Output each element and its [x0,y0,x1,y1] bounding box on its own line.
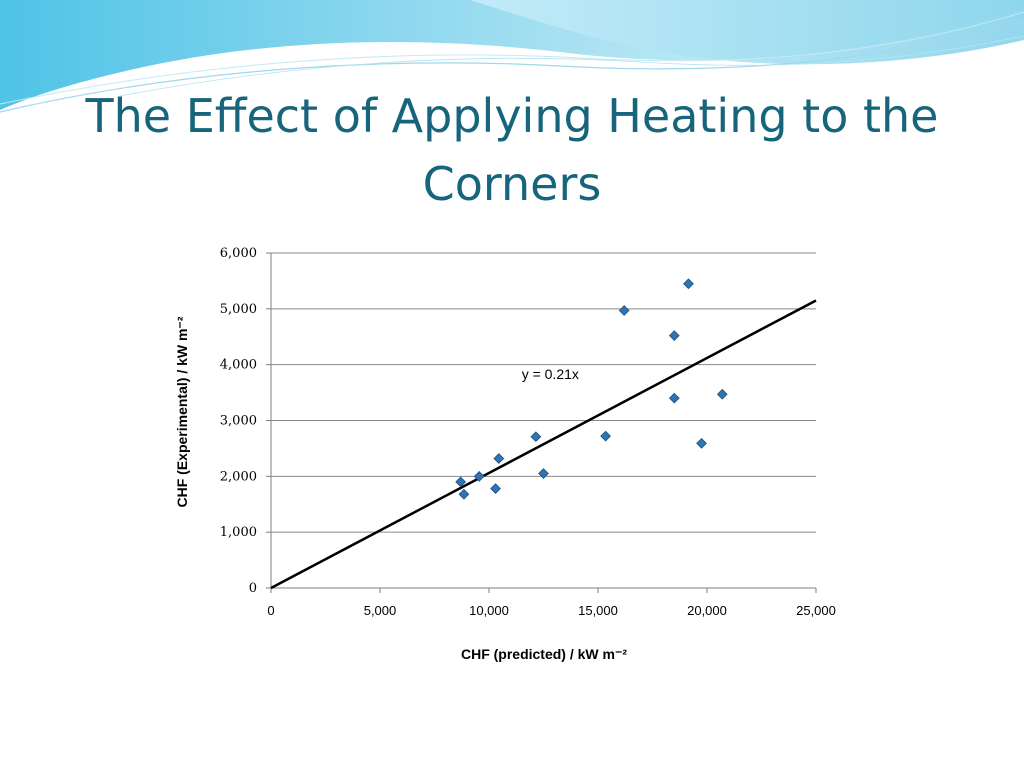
data-point [618,305,630,316]
data-point [696,438,707,449]
x-tick-label: 25,000 [796,603,836,618]
header-wave-decoration [0,0,1024,113]
wave-line-2 [0,11,1024,105]
y-axis-title: CHF (Experimental) / kW m⁻² [174,316,190,507]
x-tick-label: 15,000 [578,603,618,618]
wave-band-right [470,0,1024,65]
slide-title: The Effect of Applying Heating to the Co… [85,89,939,211]
x-tick-labels: 0 5,000 10,000 15,000 20,000 25,000 [267,603,836,618]
data-point [473,470,485,482]
data-point [668,330,680,341]
wave-line-1 [0,21,1024,113]
data-point [490,483,501,494]
data-point [493,453,505,464]
y-tick-label: 1,000 [220,525,257,540]
y-tick-label: 4,000 [220,358,257,373]
data-point [458,488,470,500]
data-point [530,431,542,443]
axes [266,252,817,593]
y-tick-label: 3,000 [220,414,257,429]
y-tick-label: 6,000 [220,246,257,261]
x-tick-label: 5,000 [364,603,397,618]
data-point [668,392,680,404]
trendline-equation-label: y = 0.21x [522,366,579,382]
y-tick-labels: 0 1,000 2,000 3,000 4,000 5,000 6,000 [220,246,257,596]
data-point [600,430,611,442]
trendline [270,299,817,590]
data-point [683,278,694,290]
data-points [455,278,728,500]
data-point [538,468,549,479]
x-tick-label: 0 [267,603,274,618]
x-axis-title: CHF (predicted) / kW m⁻² [461,646,627,662]
data-point [716,388,728,400]
y-tick-label: 5,000 [220,302,257,317]
y-tick-label: 0 [249,581,257,596]
gridlines [271,252,816,533]
wave-line-3 [119,35,1024,97]
y-tick-label: 2,000 [220,469,257,484]
data-point [455,476,467,488]
x-tick-label: 20,000 [687,603,727,618]
x-tick-label: 10,000 [469,603,509,618]
trendline-group: y = 0.21x [270,299,817,590]
